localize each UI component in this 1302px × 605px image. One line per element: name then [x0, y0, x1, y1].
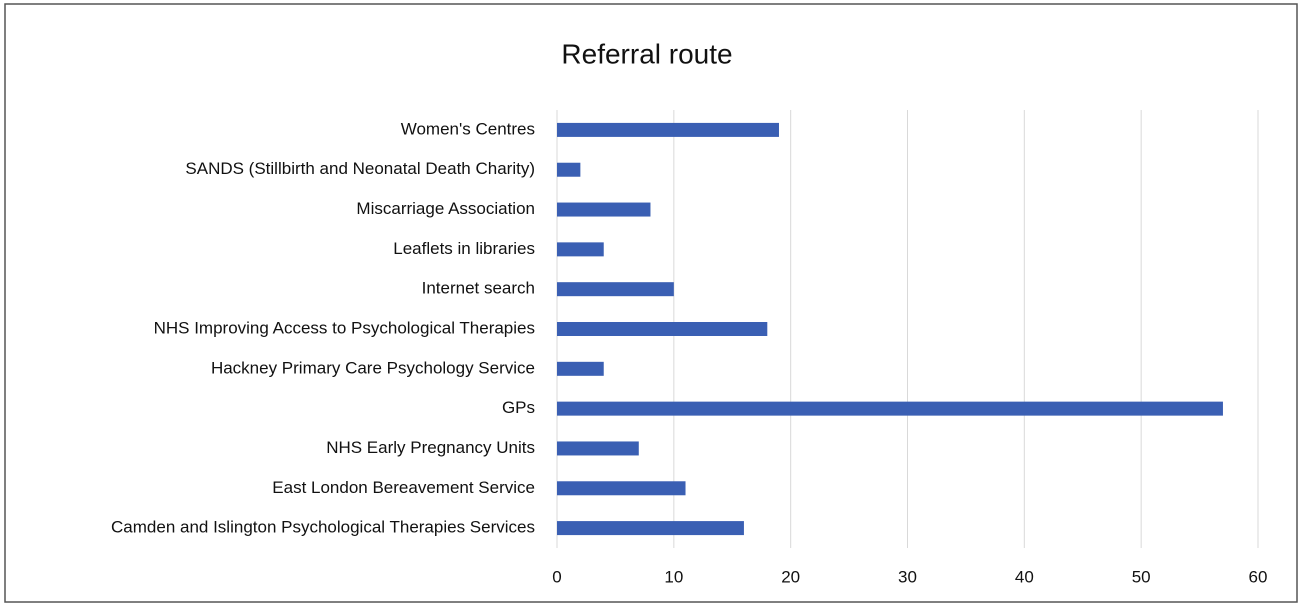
bar: [557, 521, 744, 536]
bar: [557, 481, 686, 496]
bar: [557, 361, 604, 376]
y-tick-label: Women's Centres: [401, 119, 535, 138]
chart-title: Referral route: [561, 38, 732, 69]
x-tick-label: 60: [1249, 567, 1268, 586]
y-tick-label: Leaflets in libraries: [393, 239, 535, 258]
y-tick-label: Miscarriage Association: [356, 199, 535, 218]
y-tick-label: GPs: [502, 398, 535, 417]
bar: [557, 122, 779, 137]
bar: [557, 242, 604, 257]
y-tick-label: Camden and Islington Psychological Thera…: [111, 518, 535, 537]
bar: [557, 202, 651, 217]
x-tick-label: 40: [1015, 567, 1034, 586]
bar: [557, 322, 768, 336]
y-tick-label: East London Bereavement Service: [272, 478, 535, 497]
x-tick-label: 10: [664, 567, 683, 586]
x-tick-label: 50: [1132, 567, 1151, 586]
bar: [557, 282, 674, 297]
bar: [557, 162, 581, 177]
x-tick-label: 0: [552, 567, 561, 586]
chart-border: [4, 3, 1298, 603]
bar: [557, 401, 1223, 416]
y-tick-label: NHS Improving Access to Psychological Th…: [154, 318, 535, 337]
y-tick-label: Internet search: [422, 279, 535, 298]
y-tick-label: NHS Early Pregnancy Units: [326, 438, 535, 457]
x-tick-label: 30: [898, 567, 917, 586]
y-tick-label: Hackney Primary Care Psychology Service: [211, 358, 535, 377]
bar: [557, 441, 639, 456]
y-tick-label: SANDS (Stillbirth and Neonatal Death Cha…: [185, 159, 535, 178]
x-tick-label: 20: [781, 567, 800, 586]
